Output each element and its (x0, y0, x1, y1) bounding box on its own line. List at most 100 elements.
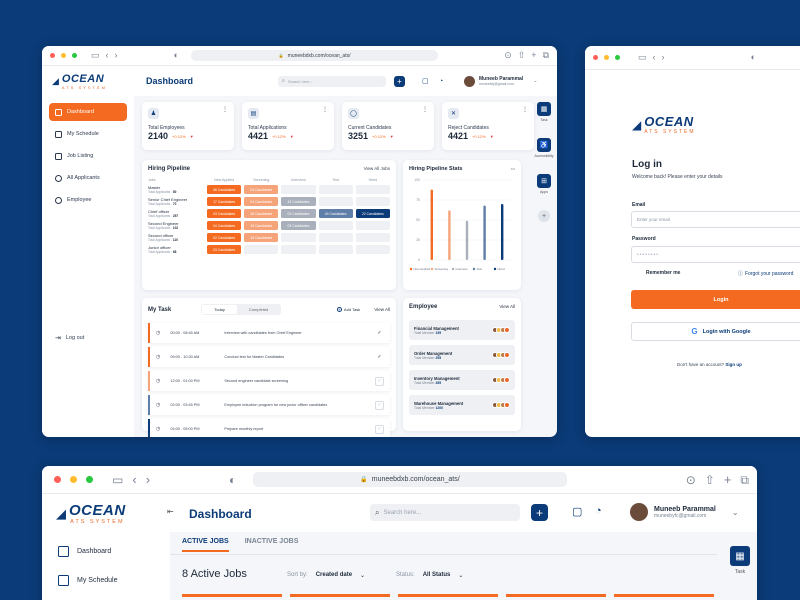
bell-icon[interactable]: ◔ (595, 505, 602, 517)
minimize-dot[interactable] (604, 55, 609, 60)
tab-inactive-jobs[interactable]: INACTIVE JOBS (244, 538, 299, 545)
pipeline-cell[interactable]: 04 Candidates (207, 221, 242, 230)
bell-icon[interactable]: ◔ (439, 77, 444, 85)
task-rail-button[interactable]: ▦ (730, 546, 750, 566)
google-login-button[interactable]: G Login with Google (631, 322, 800, 341)
search-input[interactable]: ⌕ Search here... (370, 504, 520, 521)
employee-dept-row[interactable]: Inventory Management Total Member 455 (409, 370, 515, 390)
check-icon[interactable]: ✓ (375, 376, 384, 386)
employee-dept-row[interactable]: Order Management Total Member 255 (409, 345, 515, 365)
forward-icon[interactable]: › (661, 52, 665, 62)
back-icon[interactable]: ‹ (105, 50, 109, 60)
logout-button[interactable]: ⇥ Log out (55, 335, 85, 342)
pipeline-job[interactable]: Second Engineer Total Applicants : 102 (148, 221, 179, 230)
more-icon[interactable]: ⋮ (322, 107, 328, 113)
tabs-icon[interactable]: ⧉ (740, 472, 749, 487)
add-rail-button[interactable]: + (538, 210, 550, 222)
sidebar-item-dashboard[interactable]: Dashboard (58, 546, 154, 557)
pipeline-cell[interactable]: 03 Candidates (207, 245, 242, 254)
task-row[interactable]: ◷ 02:00 - 03:45 PM Employee induction prog… (148, 395, 390, 415)
pipeline-job[interactable]: Senior Chief Engineer Total Applicants : … (148, 197, 188, 206)
message-icon[interactable]: ▢ (572, 506, 583, 518)
add-task-button[interactable]: + Add Task (336, 307, 361, 312)
close-dot[interactable] (50, 53, 55, 58)
sidebar-toggle-icon[interactable]: ▭ (638, 52, 647, 62)
more-icon[interactable]: ⋮ (522, 107, 528, 113)
pipeline-job[interactable]: Chief officer Total Applicants : 257 (148, 209, 179, 218)
apps-rail-button[interactable]: ⊞ (537, 174, 551, 188)
pipeline-job[interactable]: Master Total Applicants : 80 (148, 185, 177, 194)
more-icon[interactable]: ⋮ (422, 107, 428, 113)
share-icon[interactable]: ⇧ (517, 50, 526, 60)
zoom-dot[interactable] (86, 476, 93, 483)
pipeline-cell[interactable]: 03 Candidates (207, 209, 242, 218)
task-row[interactable]: ◷ 12:00 - 01:00 PM Second engineer candida… (148, 371, 390, 391)
add-button[interactable]: + (531, 504, 548, 521)
new-tab-icon[interactable]: + (723, 472, 732, 487)
check-icon[interactable]: ✓ (377, 330, 382, 336)
sidebar-toggle-icon[interactable]: ▭ (91, 50, 100, 60)
address-bar[interactable]: 🔒 muneebdxb.com/ocean_ats/ (190, 50, 439, 61)
sidebar-item-jobs[interactable]: Job Listing (49, 147, 127, 165)
search-input[interactable]: ⌕ Search here... (278, 75, 386, 87)
user-profile[interactable]: Muneeb Parammal muneebyfc@gmail.com ⌄ (630, 503, 739, 521)
chevron-down-icon[interactable]: ⌄ (731, 507, 739, 517)
back-icon[interactable]: ‹ (652, 52, 656, 62)
remember-me-checkbox[interactable]: Remember me (632, 270, 680, 276)
signup-link[interactable]: Sign up (725, 362, 742, 367)
close-dot[interactable] (54, 476, 61, 483)
forward-icon[interactable]: › (145, 472, 151, 487)
pipeline-job[interactable]: Junior officer Total Applicants : 68 (148, 245, 177, 254)
share-icon[interactable]: ⇧ (704, 472, 715, 487)
pipeline-cell[interactable]: 46 Candidates (207, 185, 242, 194)
sidebar-item-applicants[interactable]: All Applicants (49, 169, 127, 187)
task-row[interactable]: ◷ 00:00 - 08:45 AM Interview with candidat… (148, 323, 390, 343)
minimize-dot[interactable] (70, 476, 77, 483)
user-profile[interactable]: Muneeb Parammal muneebfy@gmail.com ⌄ (464, 75, 538, 87)
task-row[interactable]: ◷ 04:00 - 05:00 PM Prepare monthly report ✓ (148, 419, 390, 437)
login-button[interactable]: Login (631, 290, 800, 309)
tab-active-jobs[interactable]: ACTIVE JOBS (182, 538, 229, 552)
pipeline-cell[interactable]: 03 Candidates (281, 221, 316, 230)
password-field[interactable]: •••••••• (631, 246, 800, 263)
download-icon[interactable]: ⊙ (504, 50, 512, 60)
employee-dept-row[interactable]: Financial Management Total Member 155 (409, 320, 515, 340)
minimize-dot[interactable] (61, 53, 66, 58)
email-field[interactable]: Enter your email (631, 211, 800, 228)
accessibility-rail-button[interactable]: ♿ (537, 138, 551, 152)
pipeline-cell[interactable]: 17 Candidates (207, 197, 242, 206)
chevron-down-icon[interactable]: ⌄ (533, 78, 538, 84)
view-all-employees-link[interactable]: View All (499, 304, 515, 309)
new-tab-icon[interactable]: + (531, 50, 537, 60)
tabs-icon[interactable]: ⧉ (542, 50, 549, 60)
forgot-password-link[interactable]: ⓘ Forgot your password (738, 270, 794, 278)
sidebar-toggle-icon[interactable]: ▭ (112, 472, 124, 487)
tab-completed[interactable]: Completed (248, 307, 269, 312)
view-all-tasks-link[interactable]: View All (374, 307, 390, 312)
pipeline-cell[interactable]: 22 Candidates (355, 209, 390, 218)
more-icon[interactable]: ••• (510, 166, 515, 171)
add-button[interactable]: + (394, 75, 405, 87)
sidebar-item-dashboard[interactable]: Dashboard (49, 103, 127, 121)
task-rail-button[interactable]: ▦ (537, 102, 551, 116)
pipeline-cell[interactable]: 03 Candidates (281, 209, 316, 218)
task-row[interactable]: ◷ 09:00 - 10:30 AM Conduct test for Master… (148, 347, 390, 367)
check-icon[interactable]: ✓ (377, 354, 382, 360)
employee-dept-row[interactable]: Warehouse Management Total Member 1200 (409, 395, 515, 415)
more-icon[interactable]: ⋮ (222, 107, 228, 113)
sidebar-item-schedule[interactable]: My Schedule (58, 575, 154, 586)
pipeline-job[interactable]: Second officer Total Applicants : 110 (148, 233, 178, 242)
sort-dropdown[interactable]: Sort by: Created date ⌄ (287, 572, 366, 579)
pipeline-cell[interactable]: 26 Candidates (244, 209, 279, 218)
collapse-sidebar-icon[interactable]: ⇤ (167, 507, 174, 516)
address-bar[interactable]: 🔒 muneebdxb.com/ocean_ats/ (253, 472, 567, 487)
status-dropdown[interactable]: Status: All Status ⌄ (396, 572, 464, 579)
pipeline-cell[interactable]: 02 Candidates (207, 233, 242, 242)
zoom-dot[interactable] (72, 53, 77, 58)
checkbox[interactable] (632, 270, 638, 276)
sidebar-item-schedule[interactable]: My Schedule (49, 125, 127, 143)
pipeline-cell[interactable]: 15 Candidates (281, 197, 316, 206)
check-icon[interactable]: ✓ (375, 424, 384, 434)
pipeline-cell[interactable]: 43 Candidates (318, 209, 353, 218)
view-all-jobs-link[interactable]: View All Jobs (363, 166, 390, 171)
